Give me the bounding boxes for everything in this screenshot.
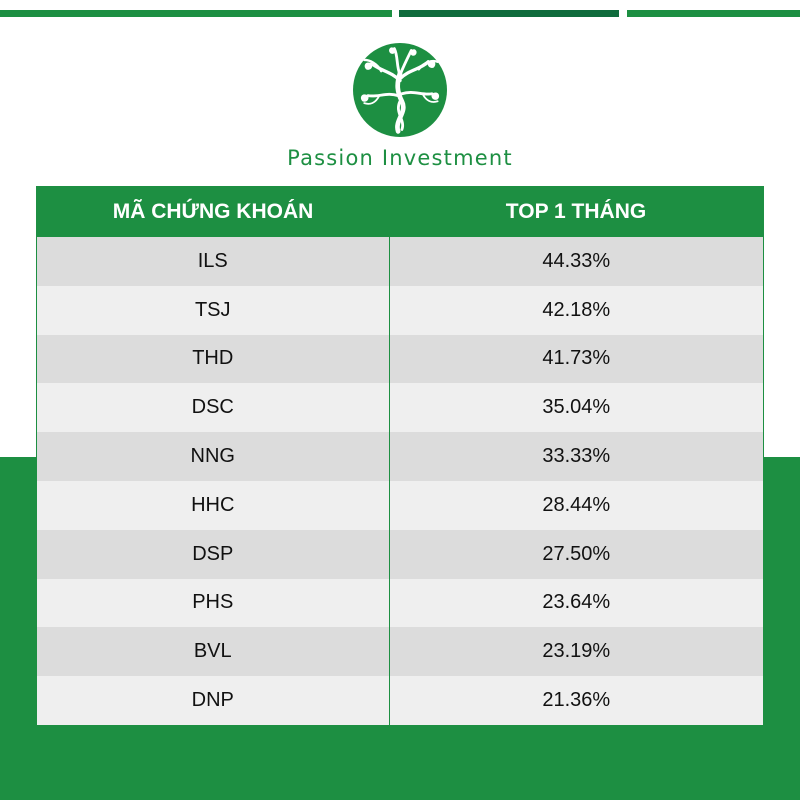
stock-return: 35.04% — [389, 383, 763, 433]
table-row: DNP 21.36% — [37, 676, 763, 725]
table-row: HHC 28.44% — [37, 480, 763, 530]
stock-return: 33.33% — [389, 432, 763, 481]
stock-return: 21.36% — [389, 676, 763, 725]
stock-code: PHS — [37, 578, 390, 628]
stock-return: 41.73% — [389, 334, 763, 384]
top-decor-bar-right — [627, 10, 800, 17]
stock-code: HHC — [37, 480, 390, 530]
table-header-row: MÃ CHỨNG KHOÁN TOP 1 THÁNG — [37, 187, 763, 237]
stock-code: DSP — [37, 529, 390, 579]
brand-name: Passion Investment — [287, 146, 513, 170]
tree-logo-icon — [353, 43, 447, 137]
stock-code: TSJ — [37, 285, 390, 335]
table-row: PHS 23.64% — [37, 578, 763, 628]
stock-code: ILS — [37, 237, 390, 286]
column-header-top-1-month: TOP 1 THÁNG — [389, 187, 763, 237]
stock-return: 42.18% — [389, 285, 763, 335]
stock-return: 28.44% — [389, 480, 763, 530]
stock-code: DNP — [37, 676, 390, 725]
stock-return: 44.33% — [389, 237, 763, 286]
stock-return: 23.64% — [389, 578, 763, 628]
column-header-code: MÃ CHỨNG KHOÁN — [37, 187, 389, 237]
stock-code: NNG — [37, 432, 390, 481]
stock-code: DSC — [37, 383, 390, 433]
stock-code: THD — [37, 334, 390, 384]
table-row: NNG 33.33% — [37, 432, 763, 481]
table-row: DSP 27.50% — [37, 529, 763, 579]
top-decor-bar-left — [0, 10, 392, 17]
table-row: DSC 35.04% — [37, 383, 763, 433]
table-row: BVL 23.19% — [37, 627, 763, 677]
stock-code: BVL — [37, 627, 390, 677]
table-row: THD 41.73% — [37, 334, 763, 384]
table-row: ILS 44.33% — [37, 237, 763, 286]
stock-return: 23.19% — [389, 627, 763, 677]
stock-return: 27.50% — [389, 529, 763, 579]
top-stocks-table: MÃ CHỨNG KHOÁN TOP 1 THÁNG ILS 44.33% TS… — [36, 186, 764, 726]
table-row: TSJ 42.18% — [37, 285, 763, 335]
top-decor-bar-middle — [399, 10, 619, 17]
